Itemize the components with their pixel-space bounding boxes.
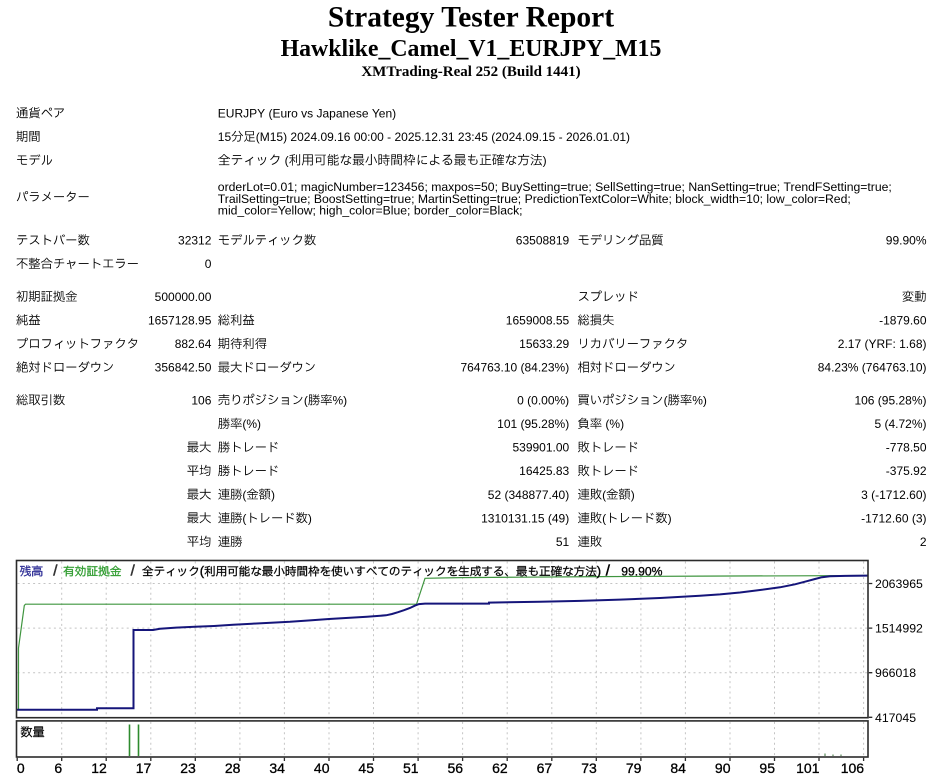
svg-text:356842.50: 356842.50 bbox=[155, 361, 212, 375]
svg-text:500000.00: 500000.00 bbox=[155, 290, 212, 304]
svg-text:6: 6 bbox=[54, 760, 62, 776]
svg-text:15633.29: 15633.29 bbox=[519, 337, 569, 351]
svg-text:84: 84 bbox=[670, 760, 686, 776]
svg-text:): ) bbox=[597, 564, 601, 579]
svg-text:-1712.60 (3): -1712.60 (3) bbox=[861, 511, 926, 525]
svg-text:966018: 966018 bbox=[875, 666, 916, 680]
svg-text:539901.00: 539901.00 bbox=[512, 441, 569, 455]
svg-text:84.23% (764763.10): 84.23% (764763.10) bbox=[818, 361, 927, 375]
svg-text:(: ( bbox=[281, 154, 288, 168]
svg-text:Hawklike_Camel_V1_EURJPY_M15: Hawklike_Camel_V1_EURJPY_M15 bbox=[281, 36, 662, 62]
svg-text:99.90%: 99.90% bbox=[886, 234, 927, 248]
svg-text:106: 106 bbox=[191, 393, 211, 407]
svg-text:(: ( bbox=[242, 488, 246, 502]
svg-text:1514992: 1514992 bbox=[875, 622, 923, 636]
svg-text:16425.83: 16425.83 bbox=[519, 464, 569, 478]
svg-text:32312: 32312 bbox=[178, 234, 212, 248]
svg-text:28: 28 bbox=[225, 760, 241, 776]
svg-text:106 (95.28%): 106 (95.28%) bbox=[854, 393, 926, 407]
svg-text:-1879.60: -1879.60 bbox=[879, 314, 927, 328]
svg-text:(: ( bbox=[602, 511, 606, 525]
svg-text:101 (95.28%): 101 (95.28%) bbox=[497, 417, 569, 431]
svg-text:764763.10 (84.23%): 764763.10 (84.23%) bbox=[460, 361, 569, 375]
svg-text:882.64: 882.64 bbox=[175, 337, 212, 351]
svg-text:3 (-1712.60): 3 (-1712.60) bbox=[861, 488, 926, 502]
svg-text:51: 51 bbox=[556, 535, 570, 549]
svg-text:(: ( bbox=[664, 393, 668, 407]
svg-text:106: 106 bbox=[841, 760, 865, 776]
svg-text:(: ( bbox=[200, 564, 205, 579]
svg-text:-375.92: -375.92 bbox=[886, 464, 927, 478]
svg-text:Strategy Tester Report: Strategy Tester Report bbox=[328, 2, 614, 34]
svg-text:TrailSetting=true; BoostSettin: TrailSetting=true; BoostSetting=true; Ma… bbox=[218, 192, 851, 206]
svg-text:0 (0.00%): 0 (0.00%) bbox=[517, 393, 569, 407]
svg-text:79: 79 bbox=[626, 760, 642, 776]
svg-text:EURJPY (Euro vs Japanese Yen): EURJPY (Euro vs Japanese Yen) bbox=[218, 106, 396, 120]
svg-text:): ) bbox=[631, 488, 635, 502]
svg-text:0: 0 bbox=[205, 257, 212, 271]
svg-text:63508819: 63508819 bbox=[516, 234, 570, 248]
svg-text:): ) bbox=[308, 511, 312, 525]
svg-text:/: / bbox=[606, 563, 611, 580]
svg-text:12: 12 bbox=[91, 760, 107, 776]
svg-text:/: / bbox=[131, 563, 136, 580]
svg-text:52 (348877.40): 52 (348877.40) bbox=[488, 488, 569, 502]
svg-text:23: 23 bbox=[180, 760, 196, 776]
svg-text:/: / bbox=[53, 563, 58, 580]
svg-text:51: 51 bbox=[403, 760, 419, 776]
svg-text:%): %) bbox=[333, 393, 348, 407]
svg-text:mid_color=Yellow; high_color=B: mid_color=Yellow; high_color=Blue; borde… bbox=[218, 204, 523, 218]
svg-text:17: 17 bbox=[136, 760, 152, 776]
svg-text:2.17 (YRF: 1.68): 2.17 (YRF: 1.68) bbox=[838, 337, 927, 351]
svg-text:95: 95 bbox=[759, 760, 775, 776]
svg-text:orderLot=0.01; magicNumber=123: orderLot=0.01; magicNumber=123456; maxpo… bbox=[218, 180, 892, 194]
svg-text:2: 2 bbox=[920, 535, 927, 549]
svg-text:56: 56 bbox=[448, 760, 464, 776]
svg-text:): ) bbox=[543, 154, 547, 168]
svg-text:1659008.55: 1659008.55 bbox=[506, 314, 570, 328]
svg-text:): ) bbox=[668, 511, 672, 525]
svg-text:1310131.15 (49): 1310131.15 (49) bbox=[481, 511, 569, 525]
svg-text:417045: 417045 bbox=[875, 711, 916, 725]
svg-text:90: 90 bbox=[715, 760, 731, 776]
svg-text:99.90%: 99.90% bbox=[621, 565, 662, 579]
svg-text:34: 34 bbox=[269, 760, 285, 776]
svg-text:-778.50: -778.50 bbox=[886, 441, 927, 455]
svg-text:(M15) 2024.09.16 00:00 - 2025.: (M15) 2024.09.16 00:00 - 2025.12.31 23:4… bbox=[256, 130, 630, 144]
svg-text:0: 0 bbox=[17, 760, 25, 776]
svg-text:73: 73 bbox=[581, 760, 597, 776]
svg-text:(%): (%) bbox=[602, 417, 624, 431]
svg-text:XMTrading-Real 252 (Build 1441: XMTrading-Real 252 (Build 1441) bbox=[361, 64, 580, 80]
svg-text:5 (4.72%): 5 (4.72%) bbox=[874, 417, 926, 431]
svg-text:(: ( bbox=[242, 511, 246, 525]
svg-text:67: 67 bbox=[537, 760, 553, 776]
svg-text:): ) bbox=[271, 488, 275, 502]
svg-text:2063965: 2063965 bbox=[875, 577, 923, 591]
svg-text:15: 15 bbox=[218, 130, 232, 144]
svg-text:40: 40 bbox=[314, 760, 330, 776]
svg-text:62: 62 bbox=[492, 760, 508, 776]
svg-text:45: 45 bbox=[358, 760, 374, 776]
svg-text:1657128.95: 1657128.95 bbox=[148, 314, 212, 328]
svg-text:(%): (%) bbox=[242, 417, 261, 431]
svg-text:%): %) bbox=[692, 393, 707, 407]
svg-text:101: 101 bbox=[796, 760, 820, 776]
svg-text:(: ( bbox=[602, 488, 606, 502]
svg-text:(: ( bbox=[304, 393, 308, 407]
